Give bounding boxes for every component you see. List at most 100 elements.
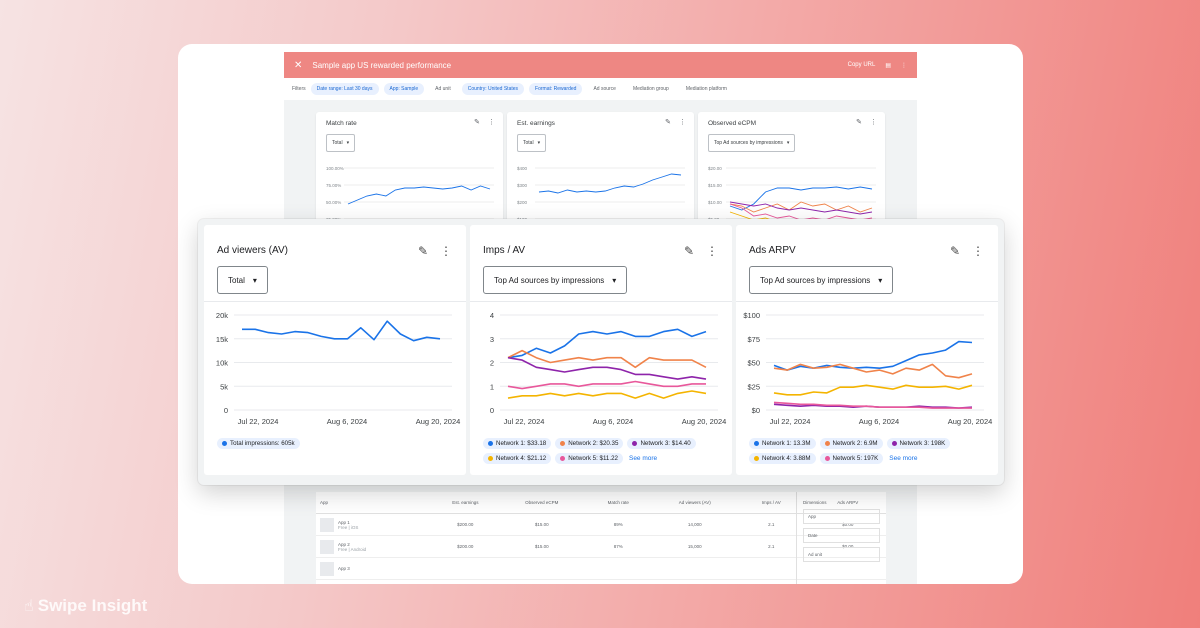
edit-icon[interactable]: ✎ [417,244,428,258]
card-title: Observed eCPM [708,120,757,127]
legend-chip[interactable]: Network 5: $11.22 [555,453,623,464]
dropdown-label: Top Ad sources by impressions [494,275,605,285]
x-tick-label: Aug 6, 2024 [859,417,899,426]
legend-label: Network 5: 197K [832,455,879,462]
legend-label: Network 2: $20.35 [568,440,619,447]
legend-chip[interactable]: Network 1: 13.3M [749,438,816,449]
legend-chip[interactable]: Network 3: $14.40 [627,438,696,449]
legend-chip[interactable]: Network 2: $20.35 [555,438,624,449]
table-cell: $0.00 [842,522,854,527]
series-line-1[interactable] [507,328,707,359]
series-line-5[interactable] [507,380,706,390]
metric-dropdown[interactable]: Top Ad sources by impressions ▾ [749,266,894,294]
more-vert-icon[interactable]: ⋮ [488,119,495,126]
series-line-4[interactable] [773,384,973,396]
edit-icon[interactable]: ✎ [665,119,671,126]
legend-chip[interactable]: Network 2: 6.9M [819,438,883,449]
legend-chip[interactable]: Network 1: $33.18 [483,438,552,449]
chart-icon[interactable]: ▤ [885,62,891,69]
app-cell: App 3 [320,561,427,576]
dimension-item[interactable]: App [803,509,880,524]
table-row[interactable]: App 3 [316,558,886,580]
more-vert-icon[interactable]: ⋮ [679,119,686,126]
metric-dropdown[interactable]: Top Ad sources by impressions ▾ [483,266,628,294]
column-header[interactable]: Observed eCPM [525,500,559,505]
see-more-link[interactable]: See more [889,455,918,462]
report-title: Sample app US rewarded performance [312,60,452,70]
chevron-down-icon: ▾ [346,140,350,146]
series-line-2[interactable] [773,363,973,379]
table-row[interactable]: App 2 Free | Android $200.00 $15.00 87% 15,00… [316,536,886,558]
line-chart: 20k 15k 10k 5k 0 Jul 22, 2024 Aug 6, 2024 Aug 2… [216,311,460,426]
y-tick-label: 75.00% [326,183,341,188]
x-tick-label: Aug 20, 2024 [682,417,727,426]
series-line-1[interactable] [773,340,973,371]
series-line-4[interactable] [507,390,707,399]
close-icon[interactable]: ✕ [294,59,303,71]
column-header[interactable]: Ad viewers (AV) [678,500,711,505]
column-header[interactable]: Ads ARPV [837,500,859,505]
filter-bar: Filters Date range: Last 30 days App: Sam… [284,78,917,100]
dimension-item[interactable]: Date [803,528,880,543]
legend-chip[interactable]: Total impressions: 605k [217,438,300,449]
more-vert-icon[interactable]: ⋮ [706,244,718,258]
y-tick-label: $10.00 [708,200,722,205]
y-tick-label: 5k [220,382,228,391]
edit-icon[interactable]: ✎ [856,119,862,126]
x-tick-label: Aug 6, 2024 [593,417,633,426]
app-cell: App 1 Free | iOS [320,517,427,532]
legend-chip[interactable]: Network 3: 198K [886,438,951,449]
y-tick-label: 1 [490,382,494,391]
more-vert-icon[interactable]: ⋮ [440,244,452,258]
column-header[interactable]: Match rate [607,500,629,505]
series-line-3[interactable] [507,356,707,380]
table-header: App Est. earnings Observed eCPM Match rate A… [316,492,886,514]
metric-dropdown[interactable]: Total ▾ [326,134,356,152]
edit-icon[interactable]: ✎ [949,244,960,258]
more-vert-icon[interactable]: ⋮ [972,244,984,258]
column-header[interactable]: Imps / AV [761,500,781,505]
line-chart: 4 3 2 1 0 Jul 22, 2024 Aug 6, 2024 Aug 20, 2024 [490,311,727,426]
column-header[interactable]: Est. earnings [452,500,479,505]
see-more-link[interactable]: See more [628,455,658,462]
edit-icon[interactable]: ✎ [683,244,694,258]
filter-chip[interactable]: App: Sample [383,83,425,95]
series-line-1[interactable] [242,320,441,342]
y-tick-label: 0 [224,406,228,415]
series-line-2[interactable] [507,349,707,369]
filter-chip[interactable]: Format: Rewarded [529,83,583,95]
y-tick-label: $50 [747,359,760,368]
chevron-down-icon: ▾ [878,275,883,285]
legend-dot [488,441,493,446]
filter-chip[interactable]: Mediation group [626,83,675,95]
series-line-5[interactable] [773,401,972,409]
filter-chip[interactable]: Mediation platform [679,83,733,95]
legend-chip[interactable]: Network 4: $21.12 [483,453,552,464]
filter-chip[interactable]: Ad source [587,83,622,95]
copy-url-button[interactable]: Copy URL [847,62,876,68]
legend-chip[interactable]: Network 5: 197K [819,453,884,464]
legend-chip[interactable]: Network 4: 3.88M [749,453,816,464]
filter-chip[interactable]: Date range: Last 30 days [310,83,379,95]
y-tick-label: $75 [747,335,760,344]
y-tick-label: 50.00% [326,200,341,205]
x-tick-label: Jul 22, 2024 [504,417,545,426]
more-vert-icon[interactable]: ⋮ [870,119,877,126]
metric-dropdown[interactable]: Top Ad sources by impressions ▾ [708,134,796,152]
column-header[interactable]: App [320,500,329,505]
metric-dropdown[interactable]: Total ▾ [517,134,547,152]
app-name: App 3 [338,566,350,571]
legend-dot [222,441,227,446]
filter-chip[interactable]: Ad unit [429,83,457,95]
y-tick-label: 2 [490,359,494,368]
legend-dot [560,441,566,446]
app-platform: Free | iOS [338,524,359,530]
app-name: App 1 [338,519,350,525]
dimension-item[interactable]: Ad unit [803,547,880,562]
table-row[interactable]: App 1 Free | iOS $200.00 $15.00 89% 14,000 2.1… [316,514,886,536]
table-cell: $200.00 [457,522,474,527]
more-vert-icon[interactable]: ⋮ [901,62,907,69]
filter-chip[interactable]: Country: United States [461,83,525,95]
metric-dropdown[interactable]: Total ▾ [217,266,268,294]
edit-icon[interactable]: ✎ [474,119,480,126]
